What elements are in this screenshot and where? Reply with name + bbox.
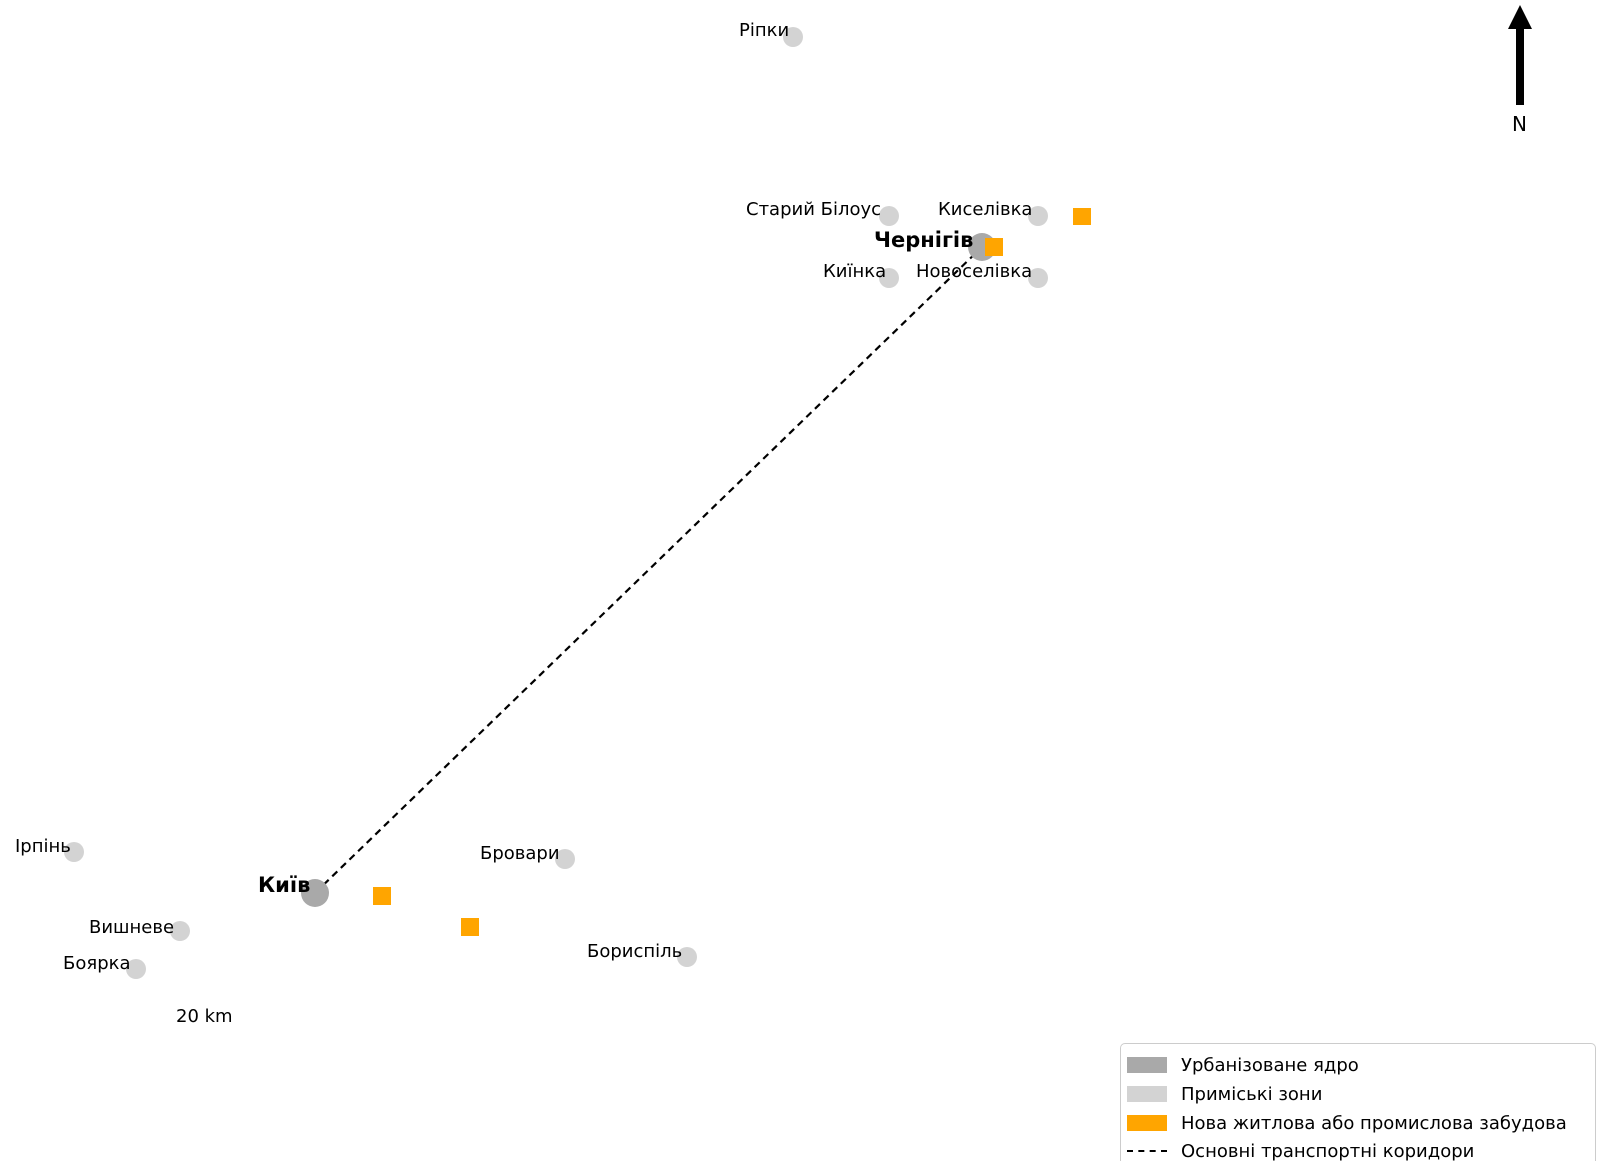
suburb-label-brovary: Бровари — [480, 843, 560, 864]
legend-item-new-development: Нова житлова або промислова забудова — [1127, 1111, 1567, 1135]
legend-swatch-suburban — [1127, 1086, 1167, 1102]
suburb-marker-vyshneve — [170, 921, 190, 941]
suburb-marker-staryi-bilous — [879, 206, 899, 226]
suburb-label-boiarka: Боярка — [63, 953, 131, 974]
suburb-marker-kyinka — [879, 268, 899, 288]
north-label: N — [1512, 112, 1527, 136]
legend-item-suburban: Приміські зони — [1127, 1082, 1322, 1106]
new-development-marker — [373, 887, 391, 905]
new-development-marker — [461, 918, 479, 936]
legend-label: Основні транспортні коридори — [1181, 1140, 1475, 1162]
scale-label: 20 km — [176, 1006, 233, 1027]
suburb-marker-boryspil — [677, 947, 697, 967]
suburb-label-kyselivka: Киселівка — [938, 199, 1033, 220]
suburb-label-vyshneve: Вишневе — [89, 917, 175, 938]
legend-swatch-new-development — [1127, 1115, 1167, 1131]
legend-item-corridor: Основні транспортні коридори — [1127, 1139, 1474, 1163]
new-development-marker — [985, 238, 1003, 256]
transport-corridor — [314, 246, 983, 894]
new-development-marker — [1073, 208, 1091, 225]
legend-item-urban-core: Урбанізоване ядро — [1127, 1053, 1359, 1077]
map-legend: Урбанізоване ядро Приміські зони Нова жи… — [1120, 1043, 1596, 1163]
suburb-marker-irpin — [64, 842, 84, 862]
legend-label: Приміські зони — [1181, 1083, 1323, 1105]
legend-label: Нова житлова або промислова забудова — [1181, 1112, 1567, 1134]
suburb-label-irpin: Ірпінь — [15, 836, 71, 857]
suburb-marker-ripky — [783, 27, 803, 47]
suburb-marker-novoselivka — [1028, 268, 1048, 288]
suburb-label-kyinka: Киїнка — [823, 261, 887, 282]
suburb-label-ripky: Ріпки — [739, 20, 790, 41]
north-arrow-icon — [1508, 5, 1532, 105]
legend-label: Урбанізоване ядро — [1181, 1054, 1359, 1076]
suburb-label-staryi-bilous: Старий Білоус — [746, 199, 882, 220]
urban-core-kyiv — [301, 879, 329, 907]
suburb-marker-kyselivka — [1028, 206, 1048, 226]
legend-swatch-corridor — [1127, 1150, 1167, 1152]
city-label-chernihiv: Чернігів — [874, 228, 974, 252]
city-label-kyiv: Київ — [258, 873, 311, 897]
suburb-label-novoselivka: Новоселівка — [916, 261, 1033, 282]
suburb-label-boryspil: Бориспіль — [587, 941, 683, 962]
suburb-marker-boiarka — [126, 959, 146, 979]
suburb-marker-brovary — [555, 849, 575, 869]
legend-swatch-urban-core — [1127, 1057, 1167, 1073]
